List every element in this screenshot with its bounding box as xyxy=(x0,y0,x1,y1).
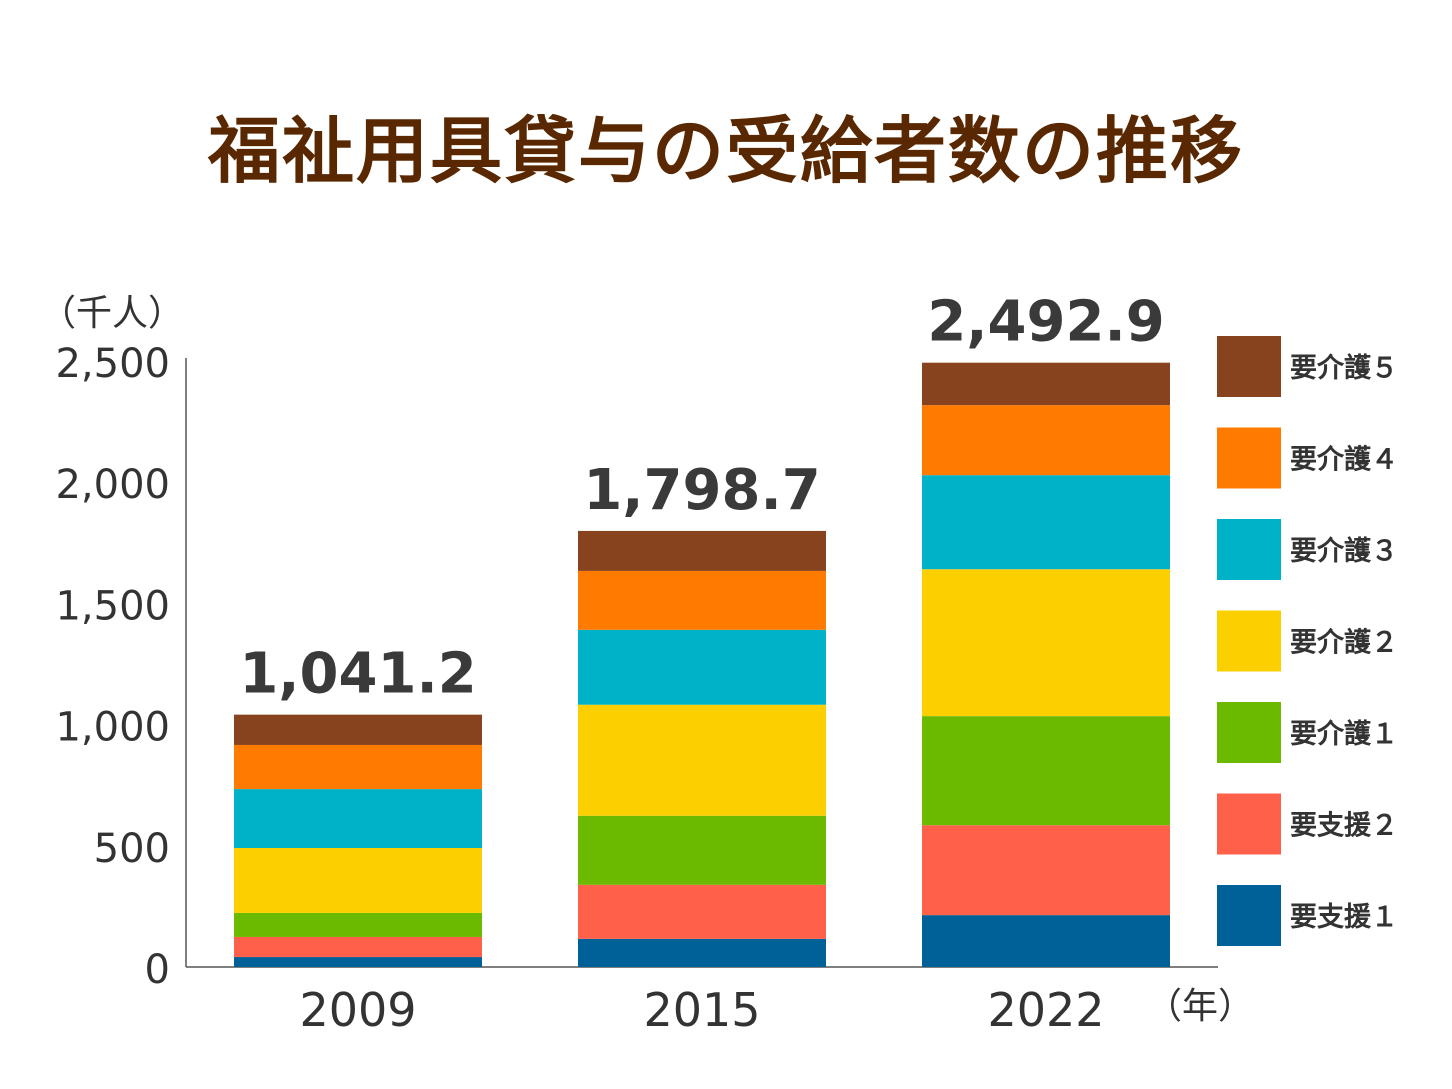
bar-segment-2015-1 xyxy=(578,884,826,939)
bar-segment-2015-0 xyxy=(578,938,826,967)
bar-segment-2009-5 xyxy=(234,744,482,790)
y-tick-label: 1,000 xyxy=(55,705,170,751)
x-tick-label: 2009 xyxy=(299,983,416,1037)
legend-swatch xyxy=(1217,610,1281,672)
bar-segment-2022-5 xyxy=(922,405,1170,476)
bar-segment-2015-2 xyxy=(578,815,826,885)
y-tick-label: 1,500 xyxy=(55,583,170,629)
legend-label: 要介護２ xyxy=(1290,627,1398,659)
legend-swatch xyxy=(1217,427,1281,489)
legend-swatch xyxy=(1217,793,1281,855)
bar-segment-2009-3 xyxy=(234,847,482,913)
legend-label: 要介護５ xyxy=(1290,352,1398,384)
legend-swatch xyxy=(1217,885,1281,946)
y-axis-unit-label: （千人） xyxy=(40,293,184,334)
bar-segment-2022-1 xyxy=(922,825,1170,916)
bar-segment-2022-0 xyxy=(922,915,1170,967)
chart-title: 福祉用具貸与の受給者数の推移 xyxy=(207,109,1244,193)
bar-segment-2009-2 xyxy=(234,912,482,937)
legend-label: 要介護４ xyxy=(1290,444,1398,476)
legend-swatch xyxy=(1217,702,1281,763)
y-tick-label: 2,500 xyxy=(55,341,170,387)
bar-segment-2009-1 xyxy=(234,936,482,958)
x-axis-unit-label: （年） xyxy=(1146,986,1254,1027)
bar-segment-2022-3 xyxy=(922,569,1170,717)
legend-label: 要介護３ xyxy=(1290,535,1398,567)
legend-swatch xyxy=(1217,519,1281,580)
bar-segment-2009-0 xyxy=(234,957,482,967)
total-label: 2,492.9 xyxy=(927,290,1164,355)
bar-segment-2015-5 xyxy=(578,570,826,630)
bar-segment-2022-6 xyxy=(922,362,1170,406)
legend-swatch xyxy=(1217,336,1281,397)
bar-segment-2009-6 xyxy=(234,714,482,745)
bar-segment-2015-3 xyxy=(578,704,826,816)
y-tick-label: 2,000 xyxy=(55,462,170,508)
y-tick-label: 500 xyxy=(94,826,170,872)
bar-segment-2015-6 xyxy=(578,530,826,571)
bar-segment-2022-4 xyxy=(922,475,1170,570)
x-tick-label: 2015 xyxy=(643,983,760,1037)
x-tick-label: 2022 xyxy=(987,983,1104,1037)
total-label: 1,041.2 xyxy=(239,642,476,707)
legend-label: 要支援２ xyxy=(1290,811,1398,842)
y-tick-label: 0 xyxy=(145,947,170,993)
bar-segment-2009-4 xyxy=(234,789,482,848)
total-label: 1,798.7 xyxy=(583,458,820,523)
legend-label: 要支援１ xyxy=(1290,902,1398,933)
bar-segment-2022-2 xyxy=(922,716,1170,826)
legend-label: 要介護１ xyxy=(1290,718,1398,750)
bar-segment-2015-4 xyxy=(578,629,826,705)
